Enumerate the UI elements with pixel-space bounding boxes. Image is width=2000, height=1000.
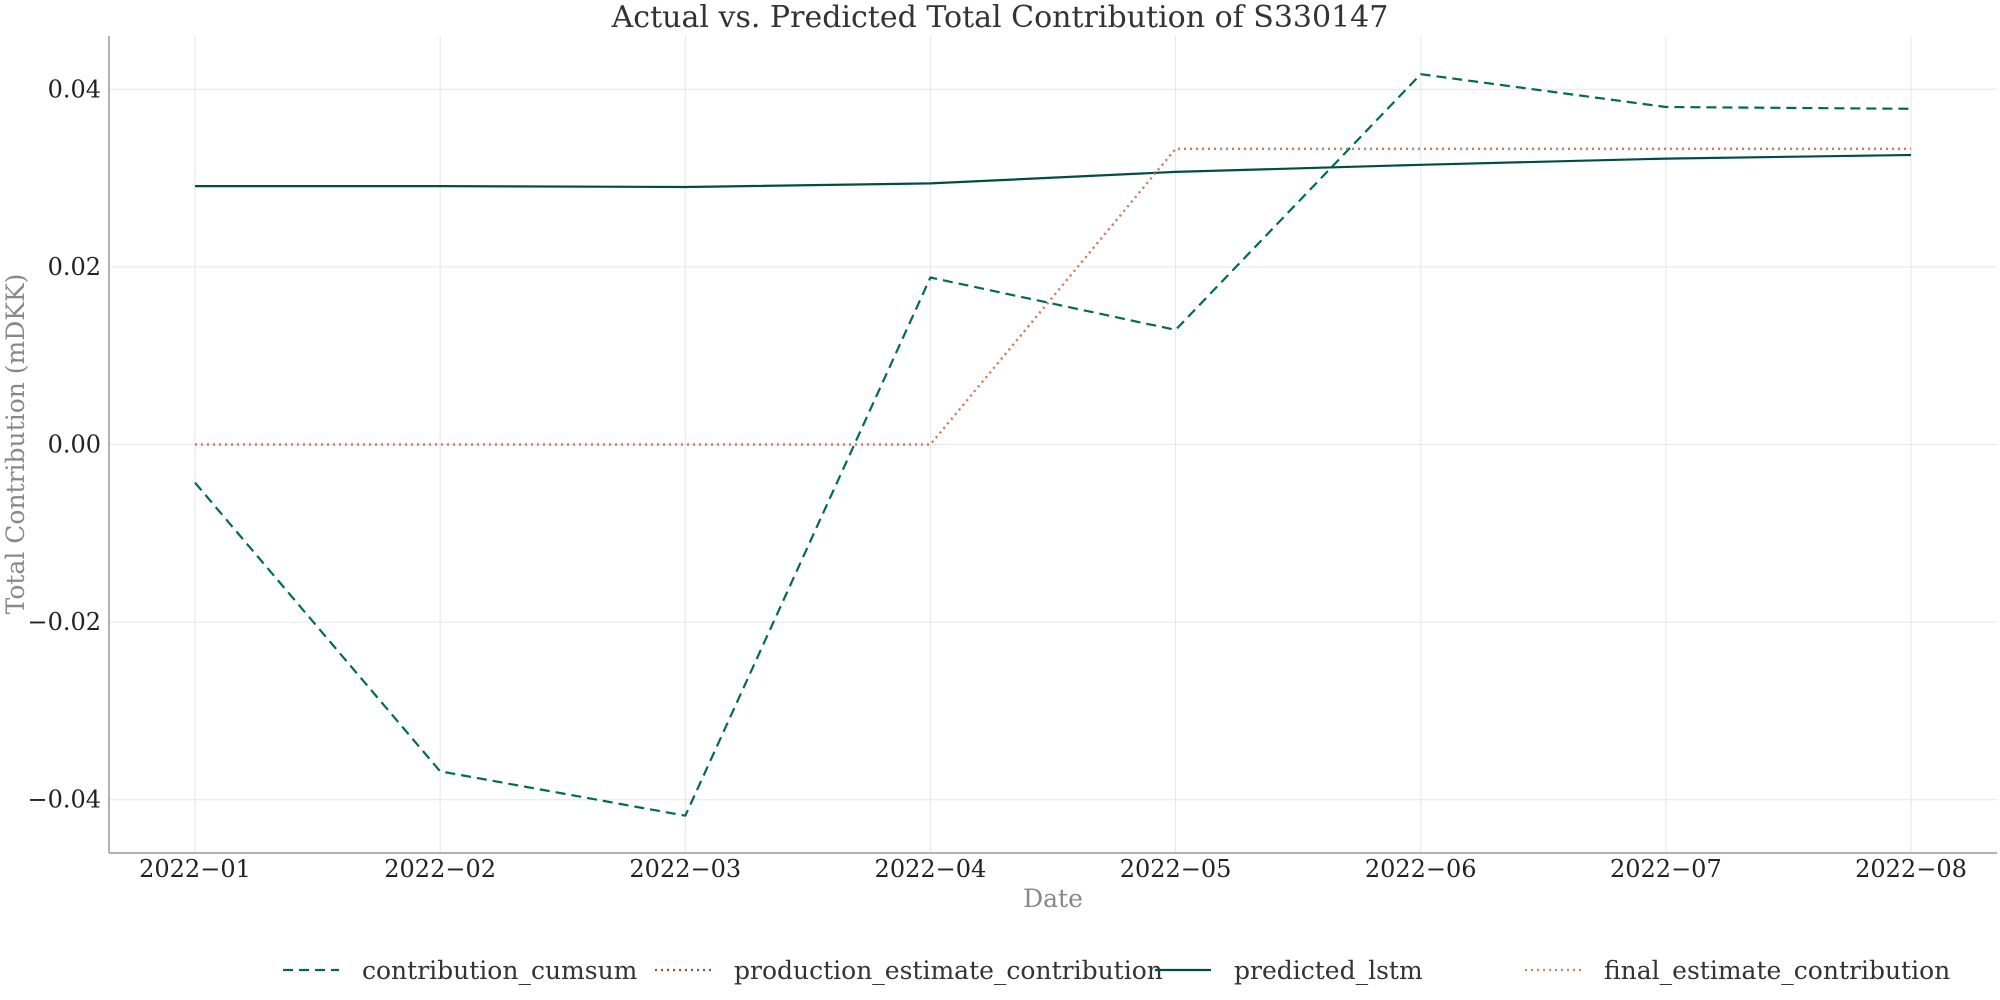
x-tick-label: 2022−05 [1120,855,1232,883]
legend-item-predicted-lstm: predicted_lstm [1155,956,1423,985]
series-line-production-estimate-contribution [195,147,1911,446]
x-tick-label: 2022−01 [139,855,251,883]
legend-label: final_estimate_contribution [1604,956,1950,985]
x-tick-label: 2022−03 [629,855,741,883]
axes [108,36,1997,854]
y-tick-label: 0.00 [48,431,101,459]
x-tick-label: 2022−08 [1855,855,1967,883]
series-line-contribution-cumsum [194,73,1912,817]
y-tick-label: −0.02 [27,608,101,636]
y-tick-label: 0.04 [48,75,101,103]
x-tick-label: 2022−06 [1365,855,1477,883]
legend-item-contribution-cumsum: contribution_cumsum [283,956,638,985]
legend-label: contribution_cumsum [362,956,638,985]
y-tick-labels: 0.04 0.02 0.00 −0.02 −0.04 [27,75,101,813]
legend: contribution_cumsum production_estimate_c… [283,956,1950,985]
y-tick-label: 0.02 [48,253,101,281]
y-axis-label: Total Contribution (mDKK) [1,274,30,615]
series-line-predicted-lstm [195,153,1912,189]
legend-item-production-estimate-contribution: production_estimate_contribution [655,956,1163,985]
x-axis-label: Date [1023,884,1083,913]
legend-label: predicted_lstm [1234,956,1423,985]
y-tick-label: −0.04 [27,786,101,814]
x-tick-label: 2022−04 [875,855,987,883]
legend-label: production_estimate_contribution [734,956,1163,985]
x-tick-label: 2022−07 [1610,855,1722,883]
chart-title: Actual vs. Predicted Total Contribution … [611,0,1389,35]
series-lines [194,73,1912,817]
series-line-final-estimate-contribution [195,147,1911,446]
x-tick-label: 2022−02 [384,855,496,883]
legend-item-final-estimate-contribution: final_estimate_contribution [1525,956,1950,985]
x-tick-labels: 2022−01 2022−02 2022−03 2022−04 2022−05 2022−… [139,855,1967,883]
